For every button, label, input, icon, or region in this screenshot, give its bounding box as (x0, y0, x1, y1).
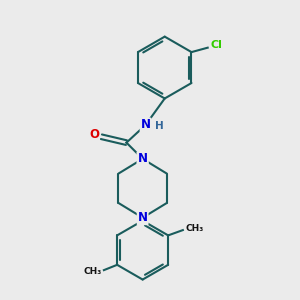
Text: N: N (141, 118, 151, 131)
Text: CH₃: CH₃ (83, 267, 101, 276)
Text: H: H (155, 122, 164, 131)
Text: N: N (138, 211, 148, 224)
Text: N: N (138, 152, 148, 165)
Text: N: N (138, 152, 148, 165)
Text: O: O (89, 128, 99, 141)
Text: Cl: Cl (211, 40, 223, 50)
Text: CH₃: CH₃ (185, 224, 203, 233)
